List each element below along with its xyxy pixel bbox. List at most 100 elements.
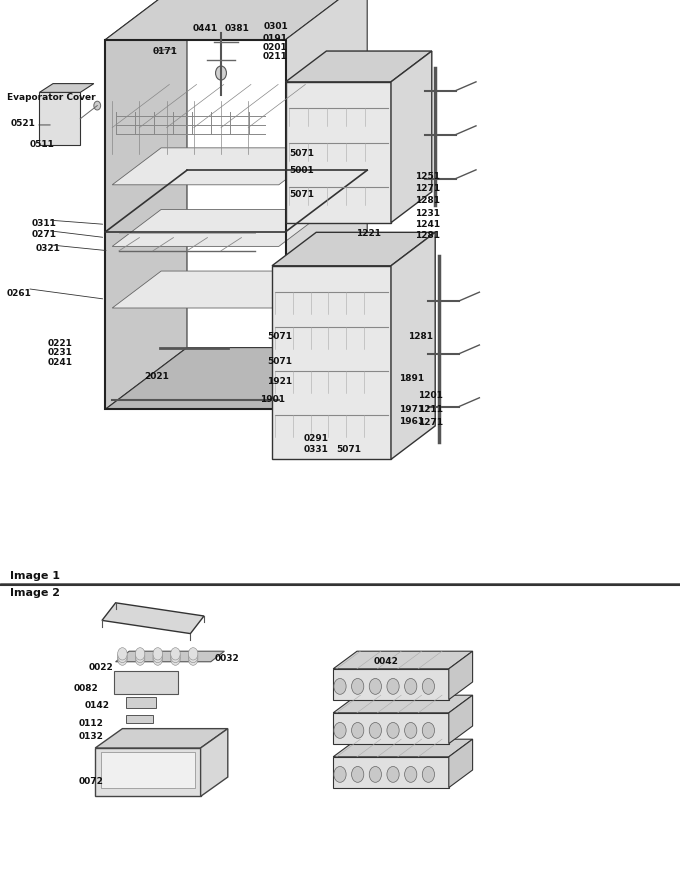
Bar — [126, 729, 160, 737]
Circle shape — [334, 766, 346, 782]
Circle shape — [153, 648, 163, 660]
Text: 5071: 5071 — [267, 332, 292, 341]
Circle shape — [135, 650, 145, 663]
FancyBboxPatch shape — [114, 671, 178, 694]
Text: 1961: 1961 — [399, 417, 424, 426]
Text: 1211: 1211 — [418, 405, 443, 414]
Circle shape — [334, 722, 346, 738]
Circle shape — [334, 678, 346, 694]
Text: Image 2: Image 2 — [10, 588, 61, 598]
Text: 1901: 1901 — [260, 395, 286, 404]
Text: 0022: 0022 — [88, 663, 113, 671]
Circle shape — [369, 722, 381, 738]
Circle shape — [387, 722, 399, 738]
Polygon shape — [39, 92, 80, 145]
Polygon shape — [102, 603, 204, 634]
Circle shape — [216, 66, 226, 80]
Text: 1221: 1221 — [356, 229, 381, 238]
Text: 1971: 1971 — [399, 405, 424, 414]
Text: 0441: 0441 — [192, 24, 218, 33]
Circle shape — [352, 766, 364, 782]
Polygon shape — [272, 232, 435, 266]
Circle shape — [188, 650, 198, 663]
Text: 5071: 5071 — [289, 190, 314, 199]
Polygon shape — [105, 0, 187, 409]
Text: 1271: 1271 — [418, 418, 443, 427]
Text: 0311: 0311 — [31, 219, 56, 228]
Bar — [126, 715, 153, 723]
Text: 1921: 1921 — [267, 378, 292, 386]
Polygon shape — [391, 51, 432, 223]
Polygon shape — [112, 209, 328, 246]
Text: 0201: 0201 — [262, 43, 287, 52]
Circle shape — [94, 101, 101, 110]
Text: Evaporator Cover: Evaporator Cover — [7, 93, 95, 102]
Polygon shape — [333, 739, 473, 757]
Text: Image 1: Image 1 — [10, 571, 61, 581]
Text: 0132: 0132 — [78, 732, 103, 741]
Polygon shape — [39, 84, 94, 92]
Circle shape — [369, 766, 381, 782]
Text: 0301: 0301 — [264, 22, 288, 31]
Text: 0032: 0032 — [214, 654, 239, 663]
Polygon shape — [286, 51, 432, 82]
Polygon shape — [112, 271, 328, 308]
Circle shape — [387, 678, 399, 694]
FancyBboxPatch shape — [0, 0, 680, 585]
Circle shape — [422, 678, 435, 694]
Polygon shape — [333, 651, 473, 669]
Polygon shape — [116, 651, 224, 662]
Circle shape — [369, 678, 381, 694]
Text: 1281: 1281 — [408, 332, 433, 341]
Circle shape — [352, 722, 364, 738]
Circle shape — [422, 766, 435, 782]
Text: 0271: 0271 — [31, 231, 56, 239]
Polygon shape — [201, 729, 228, 796]
Text: 1231: 1231 — [415, 209, 440, 218]
Circle shape — [405, 678, 417, 694]
Polygon shape — [449, 651, 473, 700]
Text: 5001: 5001 — [289, 166, 313, 175]
Polygon shape — [449, 695, 473, 744]
Polygon shape — [449, 739, 473, 788]
Circle shape — [405, 722, 417, 738]
Circle shape — [171, 648, 180, 660]
Polygon shape — [272, 266, 391, 459]
Text: 0231: 0231 — [48, 348, 73, 357]
Text: 1201: 1201 — [418, 391, 443, 400]
Text: 0211: 0211 — [262, 52, 288, 61]
Circle shape — [171, 650, 180, 663]
Text: 0521: 0521 — [10, 119, 35, 128]
Circle shape — [171, 653, 180, 665]
Polygon shape — [101, 752, 195, 788]
Circle shape — [135, 648, 145, 660]
Circle shape — [153, 653, 163, 665]
Text: 0321: 0321 — [36, 244, 61, 253]
Circle shape — [387, 766, 399, 782]
Circle shape — [118, 648, 127, 660]
Circle shape — [352, 678, 364, 694]
Polygon shape — [333, 669, 449, 700]
Text: 5071: 5071 — [267, 357, 292, 366]
Circle shape — [188, 648, 198, 660]
Text: 0142: 0142 — [85, 701, 110, 710]
Circle shape — [153, 650, 163, 663]
Text: 1281: 1281 — [415, 231, 440, 240]
Text: 5071: 5071 — [289, 149, 314, 158]
Polygon shape — [105, 0, 367, 40]
Text: 1891: 1891 — [399, 374, 424, 383]
Polygon shape — [112, 148, 328, 185]
Text: 5071: 5071 — [336, 445, 361, 454]
Text: 1251: 1251 — [415, 172, 440, 180]
Polygon shape — [333, 757, 449, 788]
Text: 0112: 0112 — [78, 719, 103, 728]
Text: 2021: 2021 — [144, 372, 169, 381]
Text: 0261: 0261 — [7, 289, 32, 297]
Text: 0331: 0331 — [304, 445, 329, 454]
Text: 0191: 0191 — [262, 34, 288, 43]
Text: 0511: 0511 — [30, 140, 55, 149]
Text: 0042: 0042 — [374, 657, 399, 666]
Text: 0082: 0082 — [73, 684, 98, 693]
Text: 0221: 0221 — [48, 339, 73, 348]
Circle shape — [422, 722, 435, 738]
